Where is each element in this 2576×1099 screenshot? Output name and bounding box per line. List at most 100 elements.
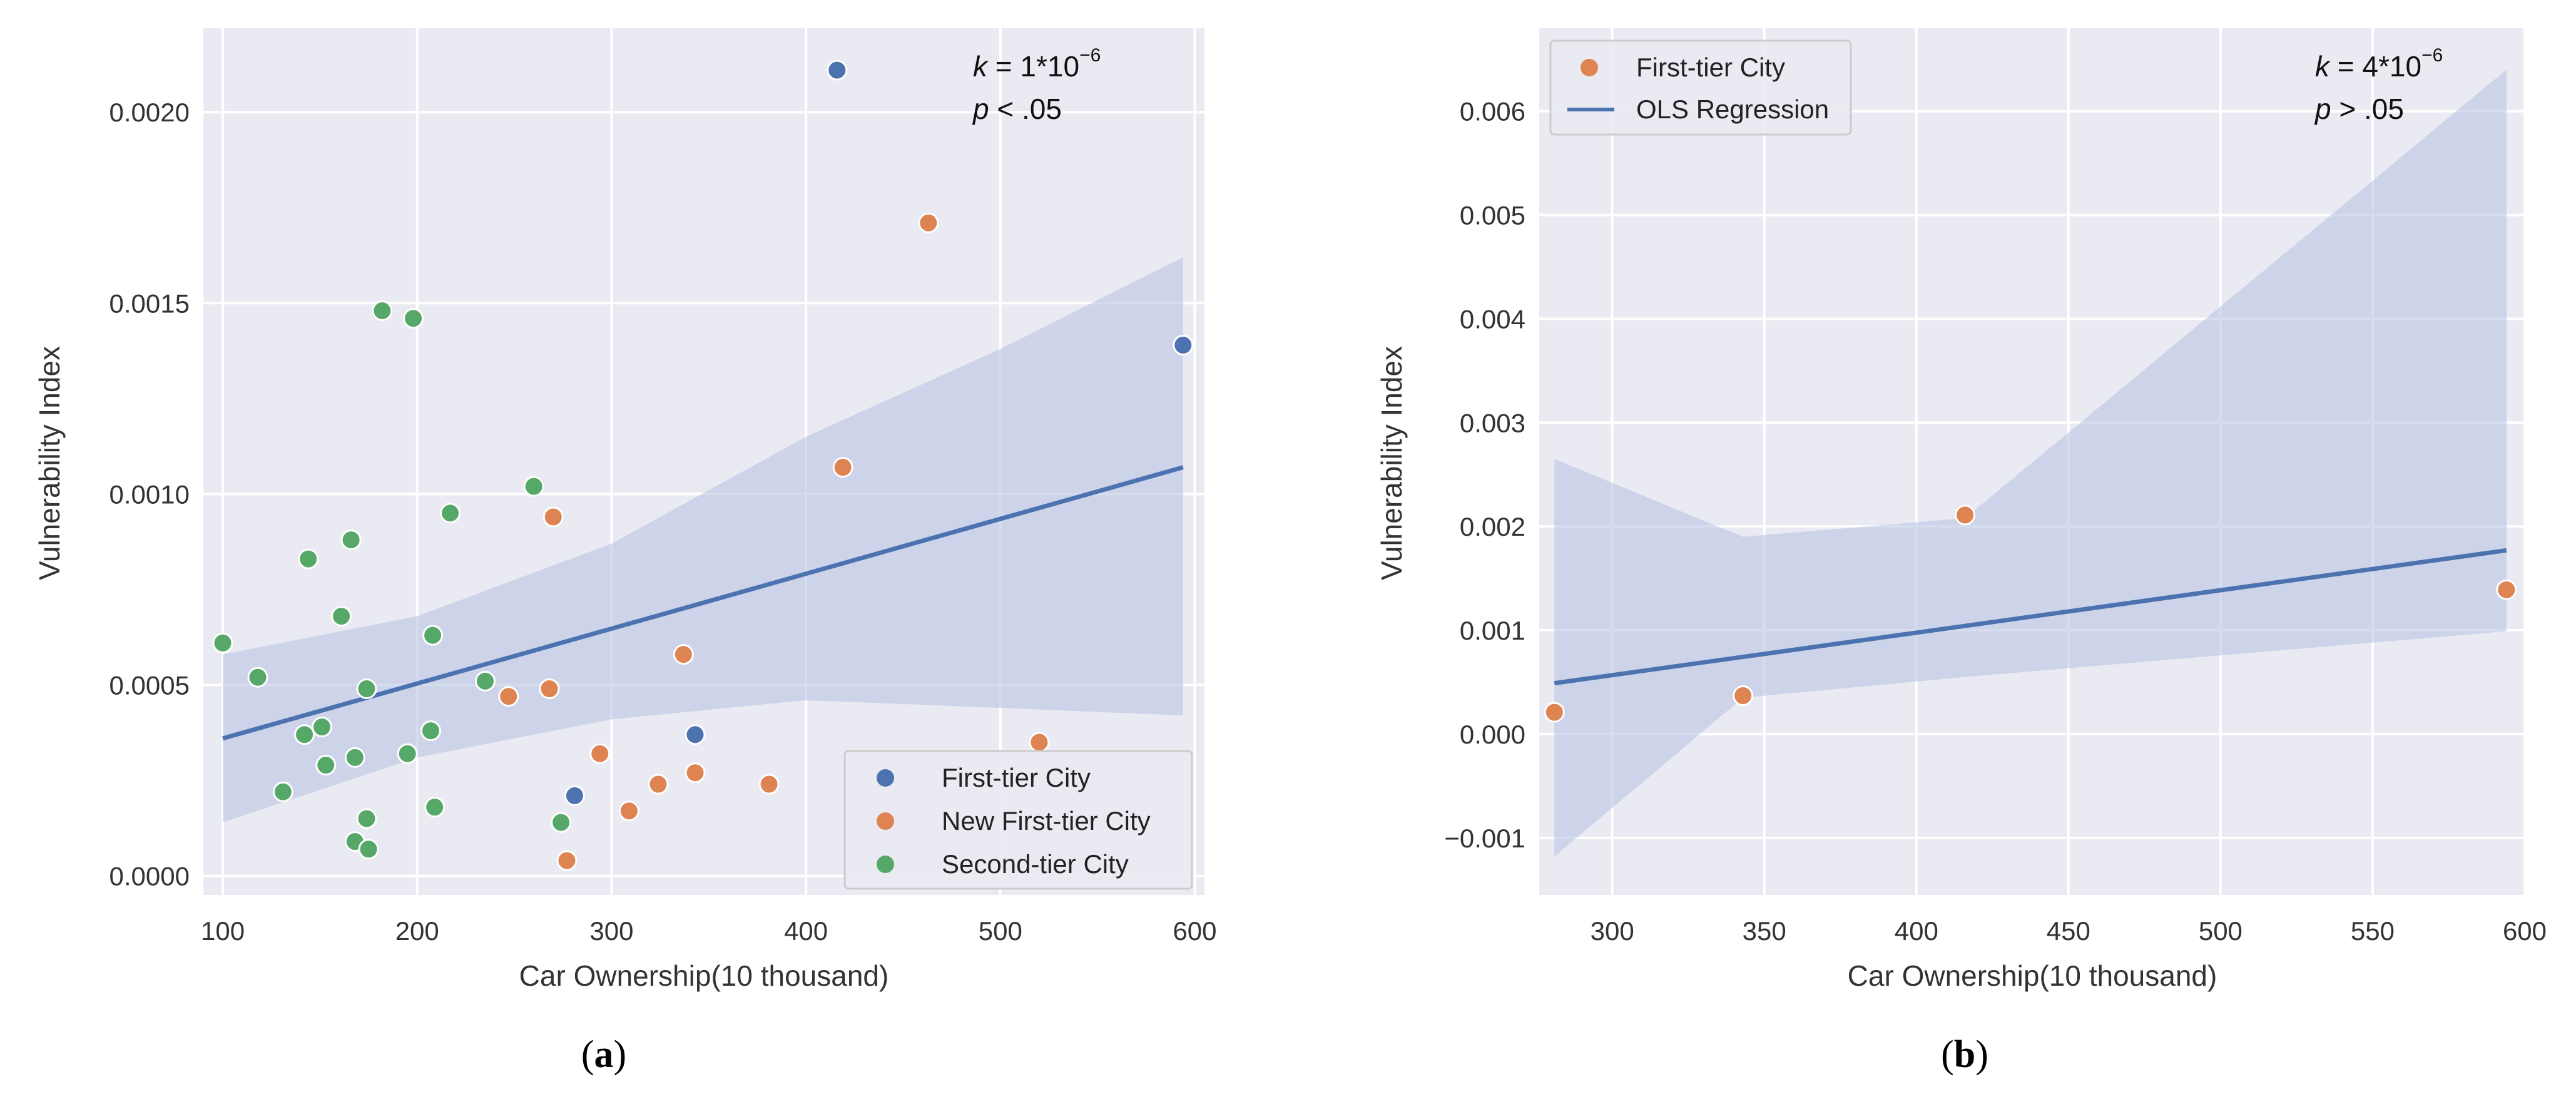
x-tick-label: 500 [979,916,1022,946]
panel-b-k-value: = 4*10 [2329,50,2421,83]
y-tick-label: 0.004 [1460,304,1525,334]
second-tier-citypoint [523,476,544,497]
legend-first-tier-marker [877,769,894,787]
panel-b-x-ticks: 300 350 400 450 500 550 600 [1591,916,2547,946]
second-tier-citypoint [315,755,337,776]
panel-a-p-symbol: p [972,93,989,125]
second-tier-citypoint [440,503,461,524]
panel-b-points [1544,504,2517,723]
new-first-tier-citypoint [498,686,519,707]
panel-a-k-value: = 1*10 [987,50,1079,83]
second-tier-citypoint [312,717,333,738]
panel-a-x-label: Car Ownership(10 thousand) [519,959,889,992]
new-first-tier-citypoint [1029,732,1050,753]
second-tier-citypoint [212,632,233,653]
panel-b-k-symbol: k [2315,50,2331,83]
panel-a-y-ticks: 0.0000 0.0005 0.0010 0.0015 0.0020 [109,98,190,891]
y-tick-label: 0.0020 [109,98,190,127]
second-tier-citypoint [397,743,418,764]
panel-a: 100 200 300 400 500 600 0.00000.00050.00100.0… [33,28,1217,1076]
x-tick-label: 550 [2351,916,2395,946]
panel-b-p-symbol: p [2314,93,2331,125]
panel-a-k-symbol: k [973,50,989,83]
panel-a-points [212,59,1194,871]
y-tick-label: 0.000 [1460,720,1525,749]
panel-a-p-value: < .05 [989,93,1062,125]
second-tier-citypoint [294,724,315,745]
panel-b-regression-line [1554,548,2507,686]
legend-first-tier-marker [1581,59,1598,76]
legend-first-tier-label: First-tier City [942,763,1091,792]
y-tick-label: 0.006 [1460,97,1525,126]
panel-b-k-annotation: k = 4*10−6 [2315,45,2443,83]
second-tier-citypoint [356,808,377,829]
second-tier-citypoint [331,606,352,627]
legend-second-tier-label: Second-tier City [942,849,1129,879]
legend-new-first-tier-marker [877,812,894,830]
panel-a-caption: (a) [581,1033,626,1076]
new-first-tier-citypoint [832,457,853,478]
panel-a-legend-box [843,750,1193,890]
new-first-tier-citypoint [685,762,706,784]
new-first-tier-citypoint [542,506,564,528]
y-tick-label: −0.001 [1444,824,1525,853]
x-tick-label: 450 [2047,916,2090,946]
panel-a-k-exponent: −6 [1079,45,1101,66]
first-tier-citypoint [2496,579,2517,600]
x-tick-label: 300 [1591,916,1634,946]
first-tier-citypoint [685,724,706,745]
panel-a-k-annotation: k = 1*10−6 [973,45,1101,83]
new-first-tier-citypoint [648,774,669,795]
y-tick-label: 0.005 [1460,201,1525,230]
panel-a-legend: First-tier City New First-tier City Seco… [843,750,1193,890]
second-tier-citypoint [372,300,393,321]
x-tick-label: 350 [1743,916,1786,946]
second-tier-citypoint [424,797,445,818]
legend-second-tier-marker [877,856,894,873]
y-tick-label: 0.002 [1460,512,1525,541]
y-tick-label: 0.003 [1460,408,1525,437]
panel-b: 300 350 400 450 500 550 600 −0.001 0.000 0.001 0.… [1375,28,2547,1076]
x-tick-label: 400 [784,916,828,946]
second-tier-citypoint [358,839,379,860]
panel-b-k-exponent: −6 [2421,45,2443,66]
panel-b-p-annotation: p > .05 [2314,93,2404,125]
panel-b-confidence-band [1554,69,2507,857]
panel-a-p-annotation: p < .05 [972,93,1062,125]
y-tick-label: 0.0010 [109,479,190,509]
y-tick-label: 0.0005 [109,670,190,700]
new-first-tier-citypoint [758,774,780,795]
panel-b-legend-box [1549,39,1852,136]
second-tier-citypoint [298,548,319,570]
legend-first-tier-label: First-tier City [1636,53,1785,82]
y-tick-label: 0.0015 [109,289,190,318]
second-tier-citypoint [247,667,268,688]
panel-b-y-label: Vulnerability Index [1375,346,1408,580]
x-tick-label: 200 [395,916,439,946]
first-tier-citypoint [1955,504,1976,526]
x-tick-label: 500 [2199,916,2243,946]
panel-a-confidence-band [223,257,1183,823]
new-first-tier-citypoint [589,743,611,764]
second-tier-citypoint [551,812,572,833]
panel-a-y-label: Vulnerability Index [33,346,66,580]
x-tick-label: 600 [2503,916,2547,946]
second-tier-citypoint [474,670,496,692]
new-first-tier-citypoint [673,644,694,665]
panel-a-x-ticks: 100 200 300 400 500 600 [201,916,1216,946]
panel-b-caption-letter: b [1954,1033,1975,1076]
first-tier-citypoint [1544,702,1565,723]
x-tick-label: 100 [201,916,245,946]
second-tier-citypoint [340,529,362,551]
panel-b-x-label: Car Ownership(10 thousand) [1848,959,2217,992]
new-first-tier-citypoint [539,678,560,700]
panel-a-caption-letter: a [594,1033,614,1076]
panel-a-regression-line [222,465,1184,741]
panel-b-y-ticks: −0.001 0.000 0.001 0.002 0.003 0.004 0.005 0.00… [1444,97,1525,853]
legend-ols-label: OLS Regression [1636,95,1829,124]
second-tier-citypoint [344,747,365,768]
legend-new-first-tier-label: New First-tier City [942,806,1151,836]
y-tick-label: 0.0000 [109,861,190,891]
first-tier-citypoint [827,59,848,81]
